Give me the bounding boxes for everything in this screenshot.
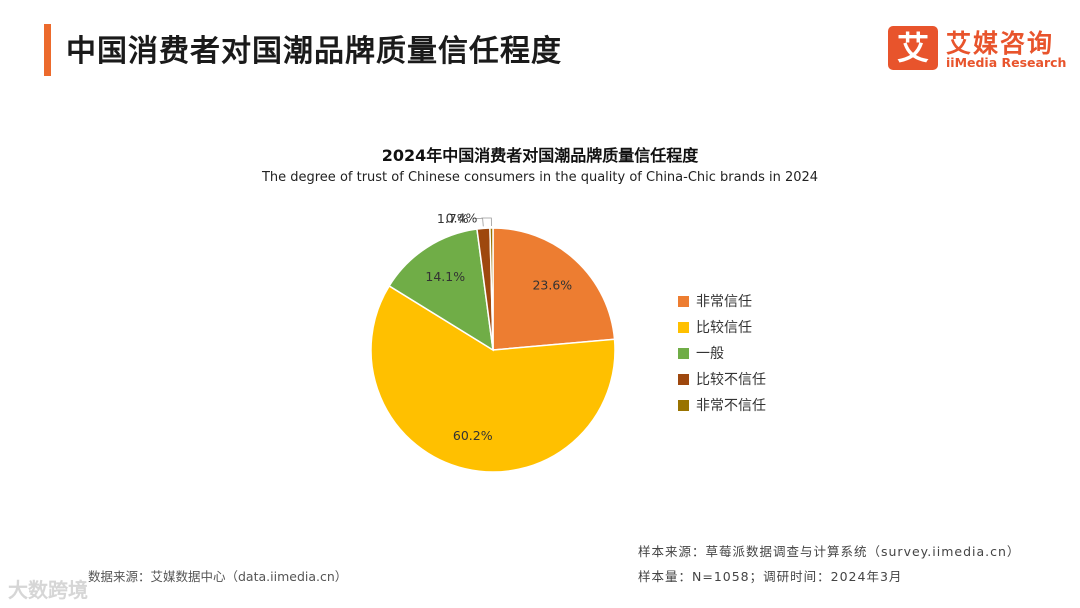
legend-label: 比较信任	[696, 320, 752, 336]
iimedia-logo: 艾 艾媒咨询 iiMedia Research	[888, 24, 1067, 72]
data-label-3: 14.1%	[425, 269, 465, 284]
logo-name-cn: 艾媒咨询	[946, 29, 1055, 58]
data-label-4: 1.7%	[437, 211, 469, 226]
legend-item-4: 比较不信任	[678, 366, 766, 392]
legend-label: 非常不信任	[696, 398, 766, 414]
data-label-2: 60.2%	[453, 428, 493, 443]
title-accent-bar	[44, 24, 51, 76]
sample-info: 样本量：N=1058；调研时间：2024年3月	[638, 569, 903, 584]
sample-source: 样本来源：草莓派数据调查与计算系统（survey.iimedia.cn）	[638, 544, 1021, 559]
legend-item-3: 一般	[678, 340, 766, 366]
legend-label: 比较不信任	[696, 372, 766, 388]
data-source: 数据来源：艾媒数据中心（data.iimedia.cn）	[88, 569, 348, 584]
legend-swatch	[678, 373, 689, 385]
pie-slice-2	[370, 284, 616, 473]
legend-item-5: 非常不信任	[678, 392, 766, 418]
pie-slice-3	[388, 228, 494, 352]
data-label-5: 0.4%	[446, 211, 478, 226]
data-label-1: 23.6%	[532, 278, 572, 293]
chart-title: 2024年中国消费者对国潮品牌质量信任程度	[381, 146, 699, 165]
legend-swatch	[678, 321, 689, 333]
legend-swatch	[678, 399, 689, 411]
legend-swatch	[678, 347, 689, 359]
legend-swatch	[678, 295, 689, 307]
page-title: 中国消费者对国潮品牌质量信任程度	[66, 34, 562, 69]
chart-subtitle: The degree of trust of Chinese consumers…	[261, 170, 819, 185]
pie-slice-5	[489, 227, 494, 351]
logo-mark: 艾	[888, 26, 938, 70]
watermark: 大数跨境	[8, 578, 88, 602]
logo-name-en: iiMedia Research	[946, 55, 1067, 70]
leader-line-5	[481, 217, 492, 227]
legend-item-2: 比较信任	[678, 314, 766, 340]
legend-label: 非常信任	[696, 294, 752, 310]
pie-slice-1	[492, 227, 616, 351]
legend-label: 一般	[696, 346, 724, 362]
legend-item-1: 非常信任	[678, 288, 766, 314]
chart-legend: 非常信任比较信任一般比较不信任非常不信任	[678, 288, 766, 418]
